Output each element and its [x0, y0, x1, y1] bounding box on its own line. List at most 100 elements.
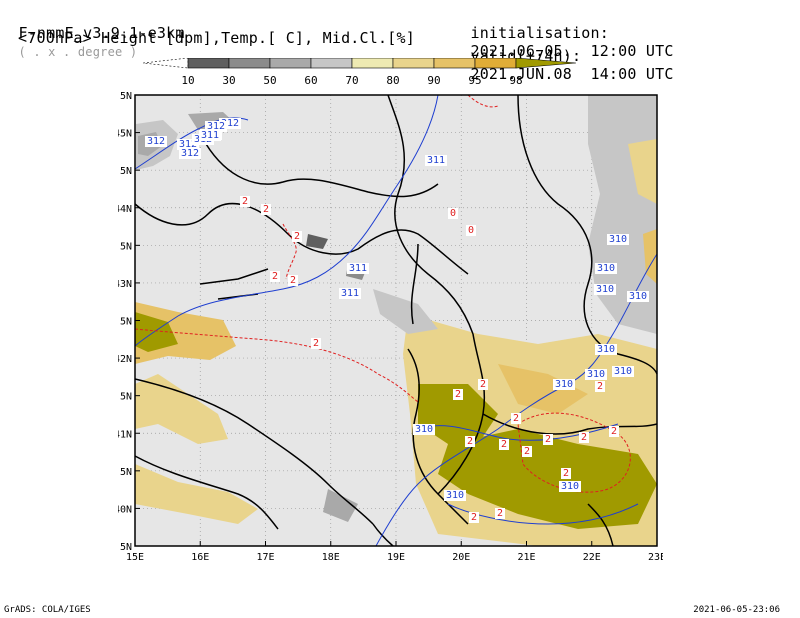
colorbar-start-triangle — [143, 58, 189, 69]
temp-label-bg — [543, 434, 553, 445]
temp-label: 2 — [501, 439, 507, 450]
lon-label: 17E — [256, 552, 274, 563]
temp-label: 2 — [467, 436, 473, 447]
temp-label: 2 — [597, 381, 603, 392]
colorbar-tick-label: 30 — [222, 74, 235, 87]
temp-label-bg — [469, 512, 479, 523]
cloud-patch — [135, 312, 178, 352]
height-label: 312 — [147, 136, 165, 147]
lat-label: 42.5N — [118, 317, 132, 328]
colorbar-swatch — [351, 58, 394, 69]
unit-note: ( . x . degree ) — [18, 45, 138, 59]
temp-label-bg — [595, 381, 605, 392]
border-line — [134, 455, 279, 530]
model-name: F-nmmE_v3.9.1-e3km — [18, 24, 185, 42]
lon-label: 16E — [191, 552, 209, 563]
cloud-patch — [643, 229, 657, 284]
field-description: <700hPa> Height [dpm],Temp.[ C], Mid.Cl.… — [18, 29, 415, 47]
temp-label-bg — [240, 196, 250, 207]
temp-label: 2 — [513, 413, 519, 424]
height-label: 310 — [614, 366, 632, 377]
temp-label: 2 — [455, 389, 461, 400]
height-label: 312 — [179, 139, 197, 150]
footer-right: 2021-06-05-23:06 — [693, 605, 780, 615]
height-label-bg — [585, 369, 607, 380]
temp-label-bg — [522, 446, 532, 457]
temp-label: 2 — [563, 468, 569, 479]
cloud-patch — [628, 139, 657, 204]
lon-label: 19E — [387, 552, 405, 563]
lat-label: 40.5N — [118, 467, 132, 478]
footer-left: GrADS: COLA/IGES — [4, 605, 91, 615]
height-label: 310 — [596, 284, 614, 295]
colorbar-tick-label: 70 — [345, 74, 358, 87]
height-label-bg — [594, 284, 616, 295]
border-line — [482, 413, 658, 435]
colorbar-swatch — [228, 58, 271, 69]
lat-label: 41N — [118, 429, 132, 440]
colorbar-tick-label: 80 — [386, 74, 399, 87]
height-label: 312 — [221, 118, 239, 129]
height-label-bg — [205, 121, 227, 132]
valid-value: 2021.JUN.08 14:00 UTC — [470, 65, 674, 83]
border-line — [517, 94, 658, 375]
temp-label-bg — [499, 439, 509, 450]
height-label: 311 — [341, 288, 359, 299]
lat-label: 43N — [118, 279, 132, 290]
temp-label: 2 — [290, 275, 296, 286]
temp-label-bg — [561, 468, 571, 479]
border-line — [387, 94, 474, 335]
temp-label-bg — [511, 413, 521, 424]
cloud-patch — [498, 364, 588, 414]
height-label-bg — [627, 291, 649, 302]
colorbar-tick-label: 60 — [304, 74, 317, 87]
temp-label: 2 — [524, 446, 530, 457]
border-line — [134, 378, 374, 525]
height-label-bg — [199, 130, 221, 141]
temperature-contours — [134, 94, 631, 493]
colorbar-swatch — [433, 58, 476, 69]
lon-label: 18E — [322, 552, 340, 563]
height-contour — [134, 94, 439, 347]
height-label-bg — [145, 136, 167, 147]
init-time: initialisation: 2021.06.05. 12:00 UTC — [452, 6, 674, 60]
temp-label-bg — [453, 389, 463, 400]
colorbar-tick-label: 90 — [427, 74, 440, 87]
temperature-contour — [282, 223, 297, 280]
temperature-contour — [467, 94, 499, 108]
height-label-bg — [413, 424, 435, 435]
height-label: 311 — [201, 130, 219, 141]
cloud-patch — [306, 234, 328, 249]
cloud-patch — [373, 289, 438, 334]
height-label-bg — [347, 263, 369, 274]
temp-label: 2 — [471, 512, 477, 523]
cloud-patch — [438, 429, 657, 529]
coastlines-and-borders — [134, 94, 658, 547]
height-label: 312 — [181, 148, 199, 159]
height-label-bg — [179, 148, 201, 159]
height-label: 311 — [349, 263, 367, 274]
temp-label: 2 — [242, 196, 248, 207]
temp-label: 2 — [313, 338, 319, 349]
colorbar-swatch — [187, 58, 230, 69]
temp-label: 2 — [294, 231, 300, 242]
lat-label: 40N — [118, 504, 132, 515]
temp-label: 2 — [581, 432, 587, 443]
border-line — [205, 143, 439, 198]
temp-label-bg — [288, 275, 298, 286]
height-label-bg — [425, 155, 447, 166]
temp-label-bg — [609, 426, 619, 437]
height-label-bg — [595, 263, 617, 274]
axis-labels: 45.5N 45N 44.5N 44N 43.5N 43N 42.5N 42N 41.5N 41N… — [118, 91, 663, 563]
temp-label: 0 — [450, 208, 456, 219]
temp-label-bg — [261, 204, 271, 215]
temperature-contour — [134, 328, 419, 403]
height-label: 310 — [629, 291, 647, 302]
height-label-bg — [177, 139, 199, 150]
lat-label: 43.5N — [118, 241, 132, 252]
colorbar-tick-label: 50 — [263, 74, 276, 87]
height-contour-labels: 3123123123123123123123113113113113103103… — [145, 118, 649, 501]
colorbar-tick-label: 98 — [509, 74, 522, 87]
lat-label: 41.5N — [118, 392, 132, 403]
lat-label: 45.5N — [118, 91, 132, 102]
